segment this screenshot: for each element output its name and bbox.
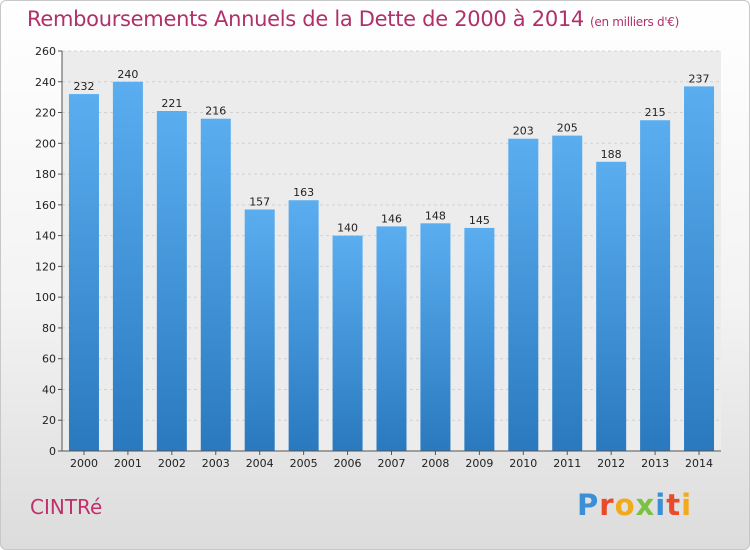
bar-2010 [508,138,539,451]
y-tick-label: 220 [35,107,56,120]
y-tick-label: 60 [42,353,56,366]
bar-2013 [640,120,671,451]
x-tick-label-2012: 2012 [597,457,625,470]
chart-unit: (en milliers d'€) [590,15,680,29]
label-layer: 0 20 40 60 80 100 120 140 160 180 200 220 240 260 232 2… [35,45,713,470]
y-tick-label: 200 [35,137,56,150]
x-tick-label-2010: 2010 [509,457,537,470]
data-label-2006: 140 [337,222,358,235]
bar-2003 [200,118,231,451]
bar-2001 [112,81,143,452]
proxiti-logo: Proxiti [577,488,693,522]
bar-2008 [420,223,451,451]
bar-2014 [684,86,715,451]
x-tick-label-2003: 2003 [202,457,230,470]
data-label-2013: 215 [645,106,666,119]
data-label-2012: 188 [601,148,622,161]
data-label-2010: 203 [513,125,534,138]
data-label-2002: 221 [161,97,182,110]
data-label-2009: 145 [469,214,490,227]
bar-2012 [596,161,627,451]
x-tick-label-2007: 2007 [378,457,406,470]
data-label-2007: 146 [381,212,402,225]
data-label-2011: 205 [557,122,578,135]
y-tick-label: 80 [42,322,56,335]
x-tick-label-2013: 2013 [641,457,669,470]
data-label-2005: 163 [293,186,314,199]
x-tick-label-2004: 2004 [246,457,274,470]
data-label-2014: 237 [689,72,710,85]
chart-title: Remboursements Annuels de la Dette de 20… [27,7,679,31]
bar-2005 [288,200,319,451]
data-label-2000: 232 [73,80,94,93]
bar-2007 [376,226,407,451]
y-tick-label: 240 [35,76,56,89]
chart-title-text: Remboursements Annuels de la Dette de 20… [27,7,584,31]
y-tick-label: 0 [49,445,56,458]
commune-name: CINTRé [30,495,103,519]
x-tick-label-2001: 2001 [114,457,142,470]
x-tick-label-2011: 2011 [553,457,581,470]
data-label-2003: 216 [205,105,226,118]
data-label-2001: 240 [117,68,138,81]
x-tick-label-2000: 2000 [70,457,98,470]
y-tick-label: 160 [35,199,56,212]
x-tick-label-2014: 2014 [685,457,713,470]
bar-2000 [68,94,99,452]
x-tick-label-2006: 2006 [334,457,362,470]
data-label-2008: 148 [425,209,446,222]
x-tick-label-2005: 2005 [290,457,318,470]
axis-layer [58,50,721,455]
bar-2004 [244,209,275,451]
y-tick-label: 20 [42,414,56,427]
y-tick-label: 100 [35,291,56,304]
x-tick-label-2002: 2002 [158,457,186,470]
bar-2006 [332,235,363,451]
x-tick-label-2009: 2009 [465,457,493,470]
y-tick-label: 180 [35,168,56,181]
bar-layer [68,81,715,452]
data-label-2004: 157 [249,195,270,208]
bar-2009 [464,227,495,451]
y-tick-label: 260 [35,45,56,58]
bar-2002 [156,111,187,451]
y-tick-label: 40 [42,383,56,396]
bar-2011 [552,135,583,451]
x-tick-label-2008: 2008 [421,457,449,470]
y-tick-label: 120 [35,260,56,273]
y-tick-label: 140 [35,230,56,243]
